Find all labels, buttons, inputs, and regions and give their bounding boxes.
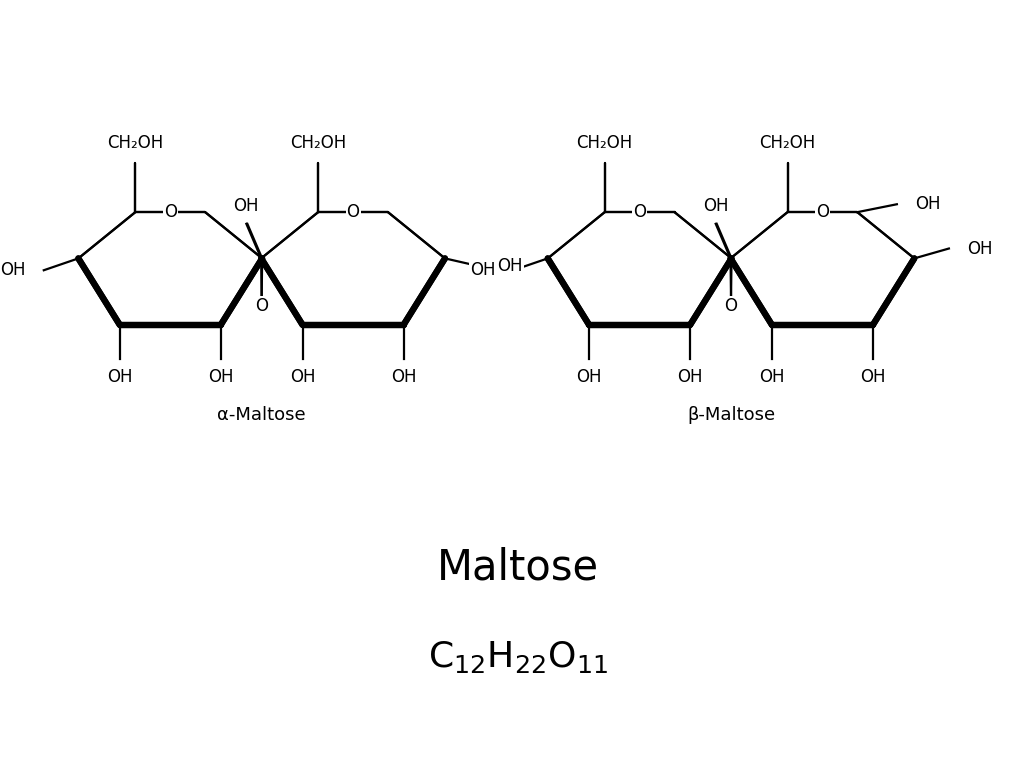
Text: OH: OH — [106, 368, 132, 386]
Text: OH: OH — [470, 261, 496, 279]
Text: O: O — [816, 203, 828, 221]
Text: OH: OH — [391, 368, 417, 386]
Text: O: O — [633, 203, 646, 221]
Text: CH₂OH: CH₂OH — [290, 134, 346, 152]
Text: α-Maltose: α-Maltose — [217, 406, 306, 424]
Text: OH: OH — [914, 196, 940, 213]
Text: CH₂OH: CH₂OH — [760, 134, 816, 152]
Text: OH: OH — [967, 239, 992, 257]
Text: CH₂OH: CH₂OH — [108, 134, 164, 152]
Text: Maltose: Maltose — [437, 547, 599, 589]
Text: OH: OH — [703, 197, 729, 215]
Text: O: O — [346, 203, 359, 221]
Text: OH: OH — [702, 197, 728, 215]
Text: O: O — [816, 203, 828, 221]
Text: OH: OH — [678, 368, 702, 386]
Text: O: O — [255, 297, 268, 315]
Text: CH₂OH: CH₂OH — [760, 134, 816, 152]
Text: O: O — [346, 203, 359, 221]
Text: O: O — [725, 297, 737, 315]
Text: CH₂OH: CH₂OH — [108, 134, 164, 152]
Text: O: O — [164, 203, 177, 221]
Text: CH₂OH: CH₂OH — [577, 134, 633, 152]
Text: OH: OH — [759, 368, 784, 386]
Text: OH: OH — [290, 368, 315, 386]
Text: O: O — [164, 203, 177, 221]
Text: OH: OH — [577, 368, 602, 386]
Text: C$_{12}$H$_{22}$O$_{11}$: C$_{12}$H$_{22}$O$_{11}$ — [428, 639, 608, 675]
Text: OH: OH — [860, 368, 886, 386]
Text: OH: OH — [208, 368, 233, 386]
Text: OH: OH — [233, 197, 259, 215]
Text: OH: OH — [0, 261, 26, 279]
Text: OH: OH — [498, 257, 523, 275]
Text: OH: OH — [234, 197, 260, 215]
Text: β-Maltose: β-Maltose — [687, 406, 775, 424]
Text: CH₂OH: CH₂OH — [290, 134, 346, 152]
Text: CH₂OH: CH₂OH — [577, 134, 633, 152]
Text: O: O — [633, 203, 646, 221]
